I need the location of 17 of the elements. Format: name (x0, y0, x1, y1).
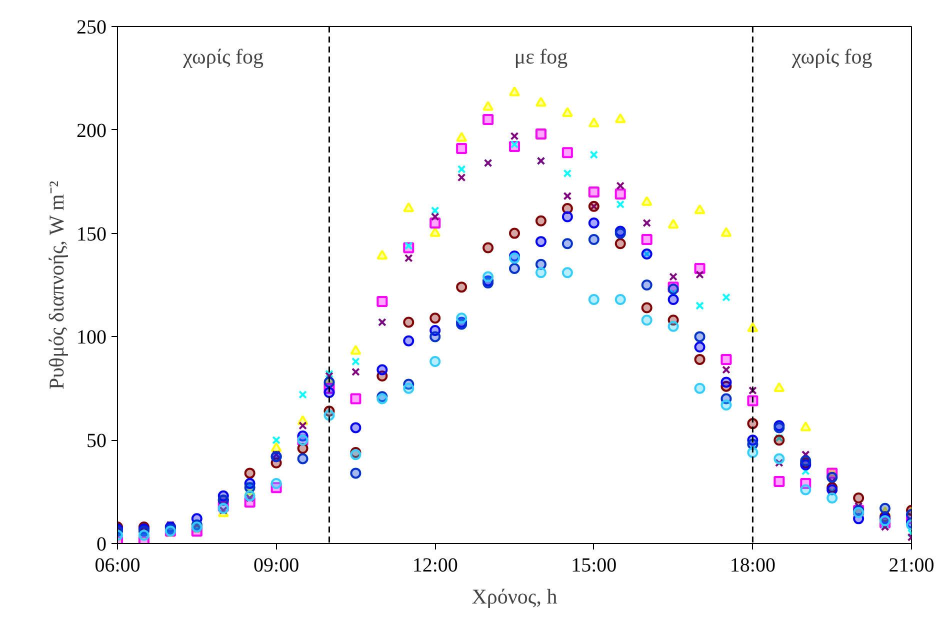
y-tick-label: 150 (76, 223, 106, 246)
annotation: χωρίς fog (182, 44, 264, 68)
y-tick-label: 0 (96, 534, 106, 556)
y-tick-label: 200 (76, 120, 106, 142)
annotation: χωρίς fog (790, 44, 873, 68)
x-tick-label: 15:00 (571, 554, 617, 576)
x-tick-label: 12:00 (412, 554, 458, 576)
annotation: με fog (514, 44, 568, 68)
x-tick-label: 21:00 (888, 554, 934, 576)
x-tick-label: 18:00 (730, 554, 776, 576)
y-axis-title: Ρυθμός διαπνοής, W m⁻² (44, 180, 68, 390)
x-tick-label: 09:00 (254, 554, 300, 576)
y-tick-label: 250 (76, 16, 106, 38)
x-axis-title: Χρόνος, h (472, 584, 558, 608)
y-tick-label: 100 (76, 326, 106, 349)
x-tick-label: 06:00 (94, 554, 140, 576)
y-tick-label: 50 (86, 430, 106, 452)
